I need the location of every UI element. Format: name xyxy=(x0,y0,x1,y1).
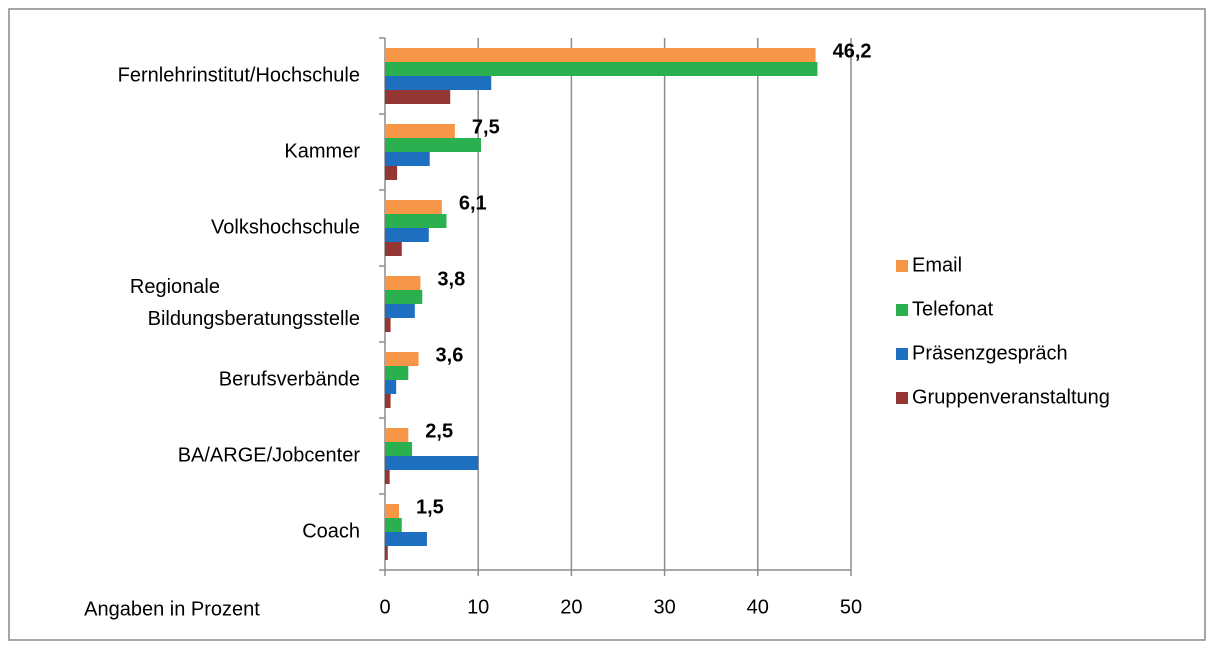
bar xyxy=(385,200,442,214)
data-label: 7,5 xyxy=(472,116,500,138)
legend-swatch xyxy=(896,348,908,360)
bar xyxy=(385,380,397,394)
bar xyxy=(385,318,391,332)
bar xyxy=(385,442,413,456)
data-label: 2,5 xyxy=(425,420,453,442)
x-tick-label: 10 xyxy=(467,596,489,618)
bar xyxy=(385,242,402,256)
legend-label: Telefonat xyxy=(912,298,994,320)
bar xyxy=(385,90,451,104)
bar xyxy=(385,456,479,470)
y-tick-label: BA/ARGE/Jobcenter xyxy=(178,444,361,466)
bar xyxy=(385,352,419,366)
bar xyxy=(385,152,430,166)
data-label: 6,1 xyxy=(459,192,487,214)
y-tick-label: Fernlehrinstitut/Hochschule xyxy=(118,64,360,86)
y-tick-label: Volkshochschule xyxy=(211,216,360,238)
bar xyxy=(385,124,455,138)
y-tick-label: Kammer xyxy=(284,140,360,162)
x-tick-label: 50 xyxy=(840,596,862,618)
bar xyxy=(385,276,421,290)
x-axis-label: Angaben in Prozent xyxy=(84,598,260,620)
bar xyxy=(385,166,398,180)
bar xyxy=(385,394,391,408)
y-tick-label: Regionale Bildungsberatungsstelle xyxy=(130,276,360,330)
bar xyxy=(385,138,481,152)
bar xyxy=(385,76,492,90)
legend-label: Email xyxy=(912,254,962,276)
legend-swatch xyxy=(896,260,908,272)
legend-label: Präsenzgespräch xyxy=(912,342,1068,364)
data-label: 3,6 xyxy=(436,344,464,366)
bar xyxy=(385,228,429,242)
bar xyxy=(385,532,427,546)
x-tick-label: 40 xyxy=(747,596,769,618)
frame xyxy=(8,8,1206,641)
bar xyxy=(385,504,399,518)
bar xyxy=(385,62,818,76)
bar xyxy=(385,304,415,318)
bar xyxy=(385,470,390,484)
data-label: 46,2 xyxy=(833,40,872,62)
x-tick-label: 20 xyxy=(560,596,582,618)
data-label: 1,5 xyxy=(416,496,444,518)
bar xyxy=(385,214,447,228)
bar xyxy=(385,290,423,304)
legend-swatch xyxy=(896,392,908,404)
x-tick-label: 30 xyxy=(653,596,675,618)
legend-swatch xyxy=(896,304,908,316)
y-tick-label: Berufsverbände xyxy=(219,368,360,390)
legend-label: Gruppenveranstaltung xyxy=(912,386,1110,408)
bar xyxy=(385,546,388,560)
bar xyxy=(385,518,402,532)
bar xyxy=(385,366,409,380)
data-label: 3,8 xyxy=(437,268,465,290)
bar xyxy=(385,428,409,442)
y-tick-label: Coach xyxy=(302,520,360,542)
x-tick-label: 0 xyxy=(379,596,390,618)
bar xyxy=(385,48,816,62)
